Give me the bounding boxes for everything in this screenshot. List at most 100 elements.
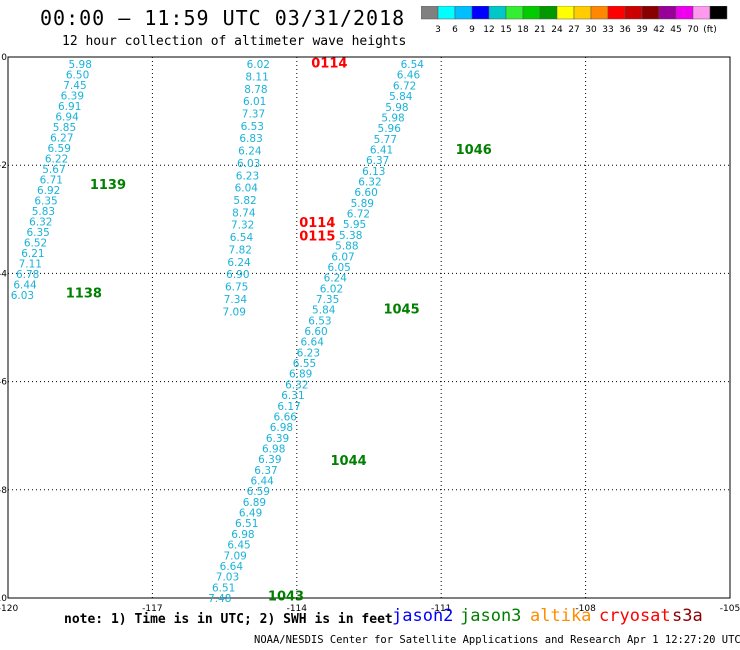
footer-credit: NOAA/NESDIS Center for Satellite Applica… (254, 634, 740, 646)
color-scale-legend: 3 6 9 12 15 18 21 24 27 30 33 36 39 42 45 70 (ft) (421, 6, 728, 35)
swh-value-label: 6.91 (58, 101, 81, 113)
swh-value-label: 6.60 (304, 326, 327, 338)
scale-label: 12 (483, 25, 494, 35)
swh-value-label: 6.98 (231, 529, 254, 541)
scale-label: 30 (585, 25, 597, 35)
swh-value-label: 6.60 (354, 187, 377, 199)
swh-value-label: 6.53 (308, 315, 331, 327)
swh-value-label: 5.96 (378, 123, 402, 135)
scale-label: 9 (469, 25, 475, 35)
page-title: 00:00 — 11:59 UTC 03/31/2018 (40, 6, 406, 30)
swh-value-label: 6.98 (270, 422, 293, 434)
scale-swatch (709, 6, 728, 20)
swh-value-label: 8.78 (244, 84, 267, 96)
pass-time-label: 0114 (299, 216, 335, 231)
satellite-legend-jason3: jason3 (460, 606, 522, 626)
y-tick-label: -10 (0, 594, 7, 604)
swh-value-label: 6.21 (21, 248, 44, 260)
swh-value-label: 6.02 (247, 59, 270, 71)
x-tick-label: -120 (0, 604, 18, 614)
swh-value-label: 6.54 (230, 232, 254, 244)
swh-value-label: 6.22 (45, 154, 68, 166)
swh-value-label: 6.55 (293, 358, 316, 370)
swh-value-label: 6.51 (212, 582, 235, 594)
swh-value-label: 6.49 (239, 508, 262, 520)
scale-label: 39 (636, 25, 648, 35)
swh-value-label: 7.35 (316, 294, 339, 306)
swh-value-label: 5.82 (233, 195, 256, 207)
swh-value-label: 8.11 (245, 71, 268, 83)
swh-value-label: 6.32 (285, 379, 308, 391)
swh-value-label: 6.59 (247, 486, 270, 498)
swh-value-label: 6.03 (11, 290, 34, 302)
swh-value-label: 7.03 (216, 572, 239, 584)
pass-time-label: 0114 (311, 56, 347, 71)
swh-value-label: 7.32 (231, 220, 254, 232)
swh-value-label: 6.89 (289, 369, 312, 381)
swh-value-label: 6.83 (239, 133, 262, 145)
swh-value-label: 6.39 (258, 454, 281, 466)
swh-value-label: 6.24 (227, 257, 251, 269)
swh-value-label: 6.32 (358, 177, 381, 189)
swh-value-label: 6.27 (50, 133, 73, 145)
swh-value-label: 5.98 (385, 102, 408, 114)
swh-value-label: 5.98 (381, 112, 404, 124)
pass-time-label: 1138 (66, 286, 102, 301)
swh-value-label: 7.82 (229, 244, 252, 256)
swh-value-label: 5.77 (374, 134, 397, 146)
swh-value-label: 5.88 (335, 241, 358, 253)
scale-label: (ft) (703, 25, 717, 35)
x-tick-label: -114 (287, 604, 308, 614)
y-tick-label: 0 (1, 53, 7, 63)
swh-value-label: 5.89 (351, 198, 374, 210)
swh-value-label: 6.53 (241, 121, 264, 133)
swh-value-label: 5.85 (53, 122, 76, 134)
swh-value-label: 7.11 (19, 259, 42, 271)
pass-time-label: 1044 (330, 454, 366, 469)
swh-value-label: 6.54 (401, 59, 425, 71)
swh-value-label: 6.51 (235, 518, 258, 530)
swh-value-label: 6.64 (220, 561, 244, 573)
swh-value-label: 7.09 (223, 550, 246, 562)
footer-note: note: 1) Time is in UTC; 2) SWH is in fe… (64, 612, 393, 627)
swh-value-label: 6.07 (331, 251, 354, 263)
swh-value-label: 8.74 (232, 207, 256, 219)
swh-value-label: 6.17 (277, 401, 300, 413)
scale-label: 21 (534, 25, 545, 35)
y-tick-label: -6 (0, 378, 7, 388)
pass-time-label: 1139 (90, 178, 126, 193)
swh-value-label: 6.50 (66, 70, 89, 82)
swh-value-label: 6.46 (397, 70, 421, 82)
swh-value-label: 5.67 (42, 164, 65, 176)
x-tick-label: -105 (720, 604, 740, 614)
satellite-legend-s3a: s3a (672, 606, 703, 626)
swh-value-label: 6.37 (254, 465, 277, 477)
swh-value-label: 5.98 (69, 59, 92, 71)
swh-value-label: 7.34 (224, 294, 248, 306)
swh-value-label: 6.31 (281, 390, 304, 402)
scale-label: 18 (517, 25, 529, 35)
swh-value-label: 6.05 (327, 262, 350, 274)
y-tick-label: -2 (0, 161, 7, 171)
swh-value-label: 6.89 (243, 497, 266, 509)
swh-value-label: 6.72 (347, 209, 370, 221)
scale-label: 36 (619, 25, 631, 35)
swh-value-label: 7.37 (242, 108, 265, 120)
swh-value-label: 5.83 (32, 206, 55, 218)
pass-time-label: 1045 (383, 303, 419, 318)
swh-value-label: 6.45 (227, 540, 250, 552)
scale-label: 15 (500, 25, 511, 35)
scale-label: 3 (435, 25, 441, 35)
swh-value-label: 6.94 (55, 112, 79, 124)
satellite-legend-altika: altika (530, 606, 592, 626)
swh-value-label: 6.02 (320, 283, 343, 295)
swh-value-label: 6.39 (266, 433, 289, 445)
scale-label: 33 (602, 25, 613, 35)
x-tick-label: -108 (575, 604, 596, 614)
scale-label: 27 (568, 25, 579, 35)
pass-time-label: 0115 (299, 230, 335, 245)
swh-value-label: 6.32 (29, 217, 52, 229)
swh-value-label: 6.98 (262, 443, 285, 455)
swh-value-label: 6.64 (301, 337, 325, 349)
swh-value-label: 5.95 (343, 219, 366, 231)
